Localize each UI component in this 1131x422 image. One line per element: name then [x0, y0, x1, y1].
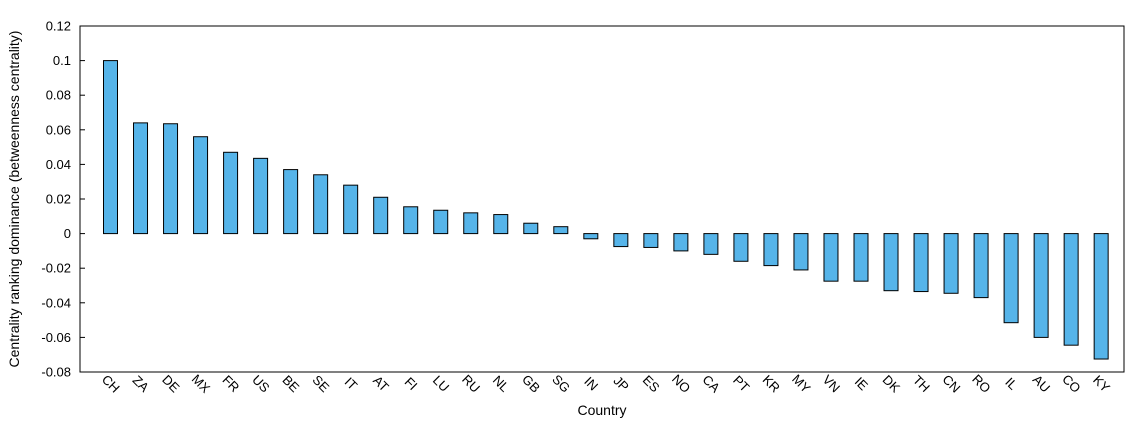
bar-za	[133, 122, 149, 235]
bar-vn	[823, 233, 839, 282]
y-tick-label: 0.08	[46, 88, 71, 103]
x-tick-label: RO	[969, 371, 993, 395]
x-tick-label: ZA	[130, 372, 153, 395]
bar-no	[673, 233, 689, 252]
y-tick-label: -0.02	[41, 261, 71, 276]
x-tick-label: PT	[730, 372, 752, 394]
bars-layer	[103, 60, 1109, 360]
x-tick-label: JP	[611, 373, 632, 394]
bar-pt	[733, 233, 749, 262]
bar-es	[643, 233, 659, 248]
x-tick-label: IT	[342, 374, 361, 393]
y-tick-label: -0.06	[41, 330, 71, 345]
x-tick-label: SE	[310, 372, 333, 395]
x-tick-label: FR	[219, 372, 242, 395]
bar-gb	[523, 222, 539, 235]
y-tick-label: -0.04	[41, 295, 71, 310]
x-tick-label: RU	[459, 372, 483, 396]
x-tick-label: MY	[789, 371, 814, 396]
bar-in	[583, 233, 599, 240]
x-axis-category-labels: CH ZA DE MX FR US BE SE IT AT FI LU RU NL GB SG IN JP ES NO…	[99, 371, 1113, 396]
x-tick-label: NL	[490, 372, 512, 394]
x-tick-label: NO	[669, 371, 693, 395]
bar-us	[253, 157, 269, 235]
x-tick-label: TH	[910, 372, 933, 395]
x-tick-label: DE	[159, 372, 183, 396]
y-tick-label: 0	[64, 226, 71, 241]
bar-at	[373, 196, 389, 235]
bar-th	[913, 233, 929, 293]
bar-be	[283, 169, 299, 235]
x-tick-label: IE	[852, 374, 872, 394]
bar-lu	[433, 209, 449, 235]
x-tick-label: DK	[880, 372, 904, 396]
x-tick-label: VN	[820, 372, 843, 395]
bar-ro	[973, 233, 989, 299]
x-tick-label: KR	[760, 372, 783, 395]
bar-ca	[703, 233, 719, 255]
y-tick-label: 0.02	[46, 192, 71, 207]
x-tick-label: AT	[370, 373, 392, 395]
x-tick-label: MX	[189, 371, 214, 396]
y-tick-label: 0.12	[46, 19, 71, 34]
bar-jp	[613, 233, 629, 248]
x-tick-label: CO	[1059, 371, 1083, 395]
y-tick-label: -0.08	[41, 365, 71, 380]
bar-my	[793, 233, 809, 271]
x-tick-label: ES	[640, 372, 663, 395]
bar-ie	[853, 233, 869, 282]
x-tick-label: GB	[519, 372, 543, 396]
bar-it	[343, 184, 359, 235]
x-tick-label: CN	[939, 372, 963, 396]
y-axis-ticks: 0.12 0.1 0.08 0.06 0.04 0.02 0 -0.02 -0.04 -0.06 -…	[41, 19, 85, 380]
bar-nl	[493, 214, 509, 235]
x-tick-label: IN	[581, 374, 601, 394]
bar-dk	[883, 233, 899, 292]
y-axis-title: Centrality ranking dominance (betweennes…	[6, 31, 22, 368]
x-tick-label: BE	[280, 372, 303, 395]
x-tick-label: IL	[1002, 375, 1020, 393]
bar-fr	[223, 151, 239, 235]
x-tick-label: CH	[99, 372, 123, 396]
bar-ky	[1093, 233, 1109, 360]
bar-ch	[103, 60, 118, 235]
bar-au	[1033, 233, 1049, 338]
x-tick-label: FI	[402, 374, 421, 393]
bar-se	[313, 174, 329, 235]
y-tick-label: 0.04	[46, 157, 71, 172]
x-tick-label: KY	[1090, 372, 1113, 395]
bar-co	[1063, 233, 1079, 346]
bar-cn	[943, 233, 959, 294]
x-tick-label: AU	[1030, 372, 1053, 395]
x-tick-label: LU	[430, 372, 452, 394]
y-tick-label: 0.06	[46, 122, 71, 137]
x-axis-title: Country	[577, 402, 626, 418]
bar-ru	[463, 212, 479, 235]
y-tick-label: 0.1	[53, 53, 71, 68]
x-tick-label: US	[249, 372, 273, 396]
bar-kr	[763, 233, 779, 267]
bar-fi	[403, 206, 419, 235]
bar-sg	[553, 226, 569, 235]
bar-il	[1003, 233, 1019, 324]
bar-de	[163, 123, 179, 235]
x-tick-label: CA	[700, 372, 724, 396]
bar-mx	[193, 136, 209, 235]
x-tick-label: SG	[549, 372, 573, 396]
